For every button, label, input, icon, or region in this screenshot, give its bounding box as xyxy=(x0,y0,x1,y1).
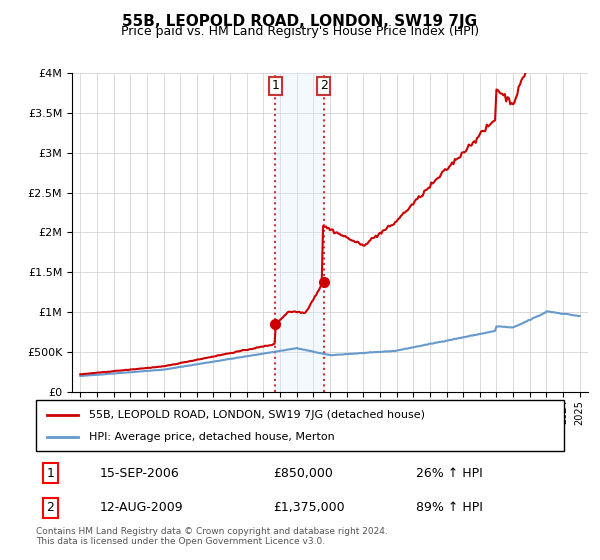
Text: 15-SEP-2006: 15-SEP-2006 xyxy=(100,466,179,479)
Text: 1: 1 xyxy=(271,79,279,92)
Text: £1,375,000: £1,375,000 xyxy=(274,501,345,514)
Text: HPI: Average price, detached house, Merton: HPI: Average price, detached house, Mert… xyxy=(89,432,335,442)
Text: Contains HM Land Registry data © Crown copyright and database right 2024.
This d: Contains HM Land Registry data © Crown c… xyxy=(36,526,388,546)
Text: 55B, LEOPOLD ROAD, LONDON, SW19 7JG (detached house): 55B, LEOPOLD ROAD, LONDON, SW19 7JG (det… xyxy=(89,409,425,419)
Text: Price paid vs. HM Land Registry's House Price Index (HPI): Price paid vs. HM Land Registry's House … xyxy=(121,25,479,38)
Text: £850,000: £850,000 xyxy=(274,466,334,479)
Bar xyxy=(275,73,323,392)
Text: 12-AUG-2009: 12-AUG-2009 xyxy=(100,501,183,514)
Text: 26% ↑ HPI: 26% ↑ HPI xyxy=(416,466,483,479)
Text: 55B, LEOPOLD ROAD, LONDON, SW19 7JG: 55B, LEOPOLD ROAD, LONDON, SW19 7JG xyxy=(122,14,478,29)
Text: 2: 2 xyxy=(320,79,328,92)
Text: 2: 2 xyxy=(47,501,55,514)
Text: 1: 1 xyxy=(47,466,55,479)
FancyBboxPatch shape xyxy=(36,400,564,451)
Text: 89% ↑ HPI: 89% ↑ HPI xyxy=(416,501,483,514)
